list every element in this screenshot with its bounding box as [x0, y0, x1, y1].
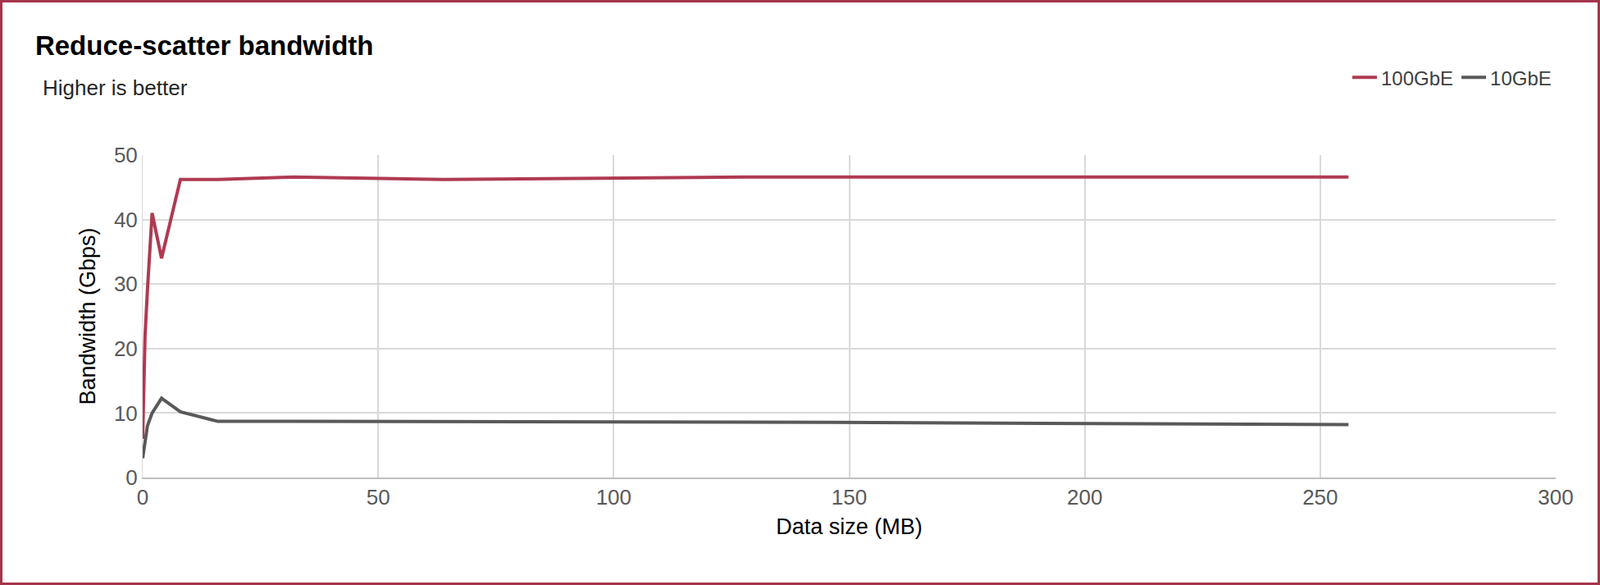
svg-text:10GbE: 10GbE	[1490, 67, 1552, 90]
svg-text:300: 300	[1537, 484, 1573, 510]
svg-text:Reduce-scatter bandwidth: Reduce-scatter bandwidth	[35, 30, 374, 61]
svg-text:0: 0	[136, 484, 149, 510]
svg-text:100: 100	[596, 484, 632, 510]
svg-text:Data size (MB): Data size (MB)	[775, 514, 923, 539]
svg-text:Bandwidth (Gbps): Bandwidth (Gbps)	[75, 227, 101, 405]
svg-text:50: 50	[113, 142, 138, 168]
svg-text:Higher is better: Higher is better	[42, 75, 188, 101]
svg-text:20: 20	[113, 336, 138, 361]
svg-text:100GbE: 100GbE	[1381, 67, 1454, 90]
svg-text:150: 150	[831, 484, 867, 510]
svg-text:200: 200	[1066, 484, 1103, 510]
svg-text:30: 30	[113, 271, 138, 297]
svg-text:0: 0	[125, 464, 137, 490]
svg-text:10: 10	[113, 401, 138, 426]
svg-text:50: 50	[366, 484, 391, 510]
svg-text:40: 40	[113, 207, 138, 233]
svg-text:250: 250	[1302, 484, 1338, 510]
